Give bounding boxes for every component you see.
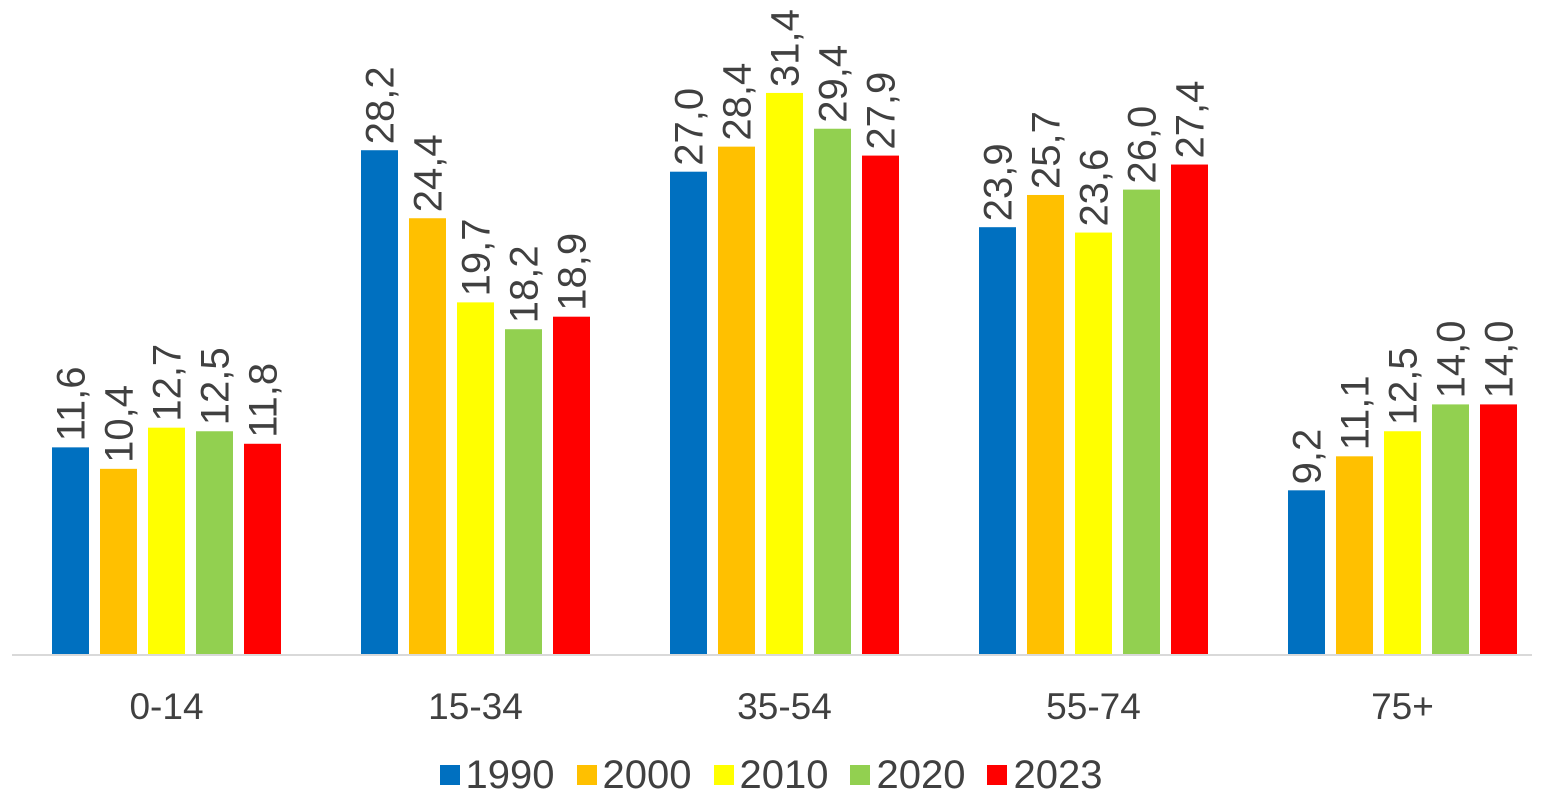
value-label-2020-35-54: 29,4 — [812, 45, 856, 123]
bar-2010-55-74 — [1075, 232, 1112, 655]
bar-2020-55-74 — [1123, 189, 1160, 655]
legend-item-2010: 2010 — [713, 753, 829, 797]
value-label-2000-75+: 11,1 — [1334, 375, 1378, 450]
bar-2023-0-14 — [244, 443, 281, 655]
value-label-2010-0-14: 12,7 — [146, 344, 190, 422]
bars-group — [52, 92, 1517, 656]
bar-2020-0-14 — [196, 431, 233, 655]
value-label-2010-15-34: 19,7 — [455, 219, 499, 297]
bar-2010-35-54 — [766, 92, 803, 655]
bar-1990-0-14 — [52, 447, 89, 655]
value-label-1990-0-14: 11,6 — [50, 366, 94, 441]
bar-2023-55-74 — [1171, 164, 1208, 656]
legend-swatch-2010 — [713, 765, 734, 785]
bar-2000-55-74 — [1027, 194, 1064, 655]
value-label-2000-35-54: 28,4 — [716, 63, 760, 141]
value-label-2020-55-74: 26,0 — [1121, 106, 1165, 184]
legend-item-2020: 2020 — [850, 755, 965, 795]
category-label-15-34: 15-34 — [428, 686, 523, 727]
value-labels-group: 11,6 10,412,7 12,5 11,828,224,419,7 18,2 18,9… — [50, 9, 1522, 484]
legend-item-2023: 2023 — [987, 755, 1102, 795]
bar-2010-0-14 — [148, 427, 185, 655]
value-label-2010-75+: 12,5 — [1382, 347, 1426, 425]
legend-item-2000: 2000 — [576, 753, 692, 797]
legend-swatch-2000 — [576, 765, 597, 785]
legend-label-2023: 2023 — [1013, 753, 1103, 797]
legend-swatch-2020 — [850, 765, 871, 785]
bar-2020-75+ — [1432, 404, 1469, 655]
category-label-35-54: 35-54 — [737, 686, 832, 727]
legend-swatch-2023 — [987, 765, 1008, 785]
bar-1990-55-74 — [979, 227, 1016, 655]
bar-2023-15-34 — [553, 316, 590, 655]
legend-label-1990: 1990 — [465, 753, 555, 797]
value-label-1990-15-34: 28,2 — [359, 66, 403, 144]
bar-2023-35-54 — [862, 155, 899, 655]
bar-2000-75+ — [1336, 456, 1373, 655]
legend-label-2010: 2010 — [739, 753, 829, 797]
value-label-1990-75+: 9,2 — [1286, 429, 1330, 485]
value-label-2023-35-54: 27,9 — [860, 72, 904, 150]
value-label-2020-0-14: 12,5 — [194, 347, 238, 425]
value-label-2000-0-14: 10,4 — [98, 385, 142, 463]
bar-2020-15-34 — [505, 329, 542, 655]
value-label-2010-55-74: 23,6 — [1073, 149, 1117, 227]
value-label-2000-55-74: 25,7 — [1025, 111, 1069, 189]
bar-1990-75+ — [1288, 490, 1325, 655]
bar-2020-35-54 — [814, 128, 851, 656]
value-label-1990-35-54: 27,0 — [668, 88, 712, 166]
value-label-2010-35-54: 31,4 — [764, 9, 808, 87]
value-label-2000-15-34: 24,4 — [407, 134, 451, 212]
legend: 1990 2000 2010 2020 2023 — [0, 740, 1542, 810]
bar-2000-35-54 — [718, 146, 755, 655]
value-label-1990-55-74: 23,9 — [977, 143, 1021, 221]
bar-2010-75+ — [1384, 431, 1421, 655]
bar-2023-75+ — [1480, 404, 1517, 655]
bar-2000-0-14 — [100, 468, 137, 655]
value-label-2023-0-14: 11,8 — [242, 363, 286, 438]
value-label-2020-75+: 14,0 — [1430, 321, 1474, 399]
category-label-55-74: 55-74 — [1046, 686, 1141, 727]
category-labels-group: 0-14 15-34 35-54 55-74 75+ — [129, 686, 1433, 727]
legend-label-2000: 2000 — [602, 753, 692, 797]
legend-label-2020: 2020 — [876, 753, 966, 797]
bar-1990-15-34 — [361, 150, 398, 655]
bar-2010-15-34 — [457, 302, 494, 655]
category-label-75+: 75+ — [1371, 686, 1434, 727]
value-label-2023-15-34: 18,9 — [551, 233, 595, 311]
legend-item-1990: 1990 — [439, 753, 555, 797]
legend-swatch-1990 — [439, 765, 460, 785]
category-label-0-14: 0-14 — [129, 686, 203, 727]
value-label-2023-55-74: 27,4 — [1169, 81, 1213, 159]
value-label-2023-75+: 14,0 — [1478, 321, 1522, 399]
value-label-2020-15-34: 18,2 — [503, 245, 547, 323]
bar-chart: 11,6 10,412,7 12,5 11,828,224,419,7 18,2 18,9… — [12, 9, 1532, 727]
bar-2000-15-34 — [409, 218, 446, 656]
bar-1990-35-54 — [670, 171, 707, 655]
